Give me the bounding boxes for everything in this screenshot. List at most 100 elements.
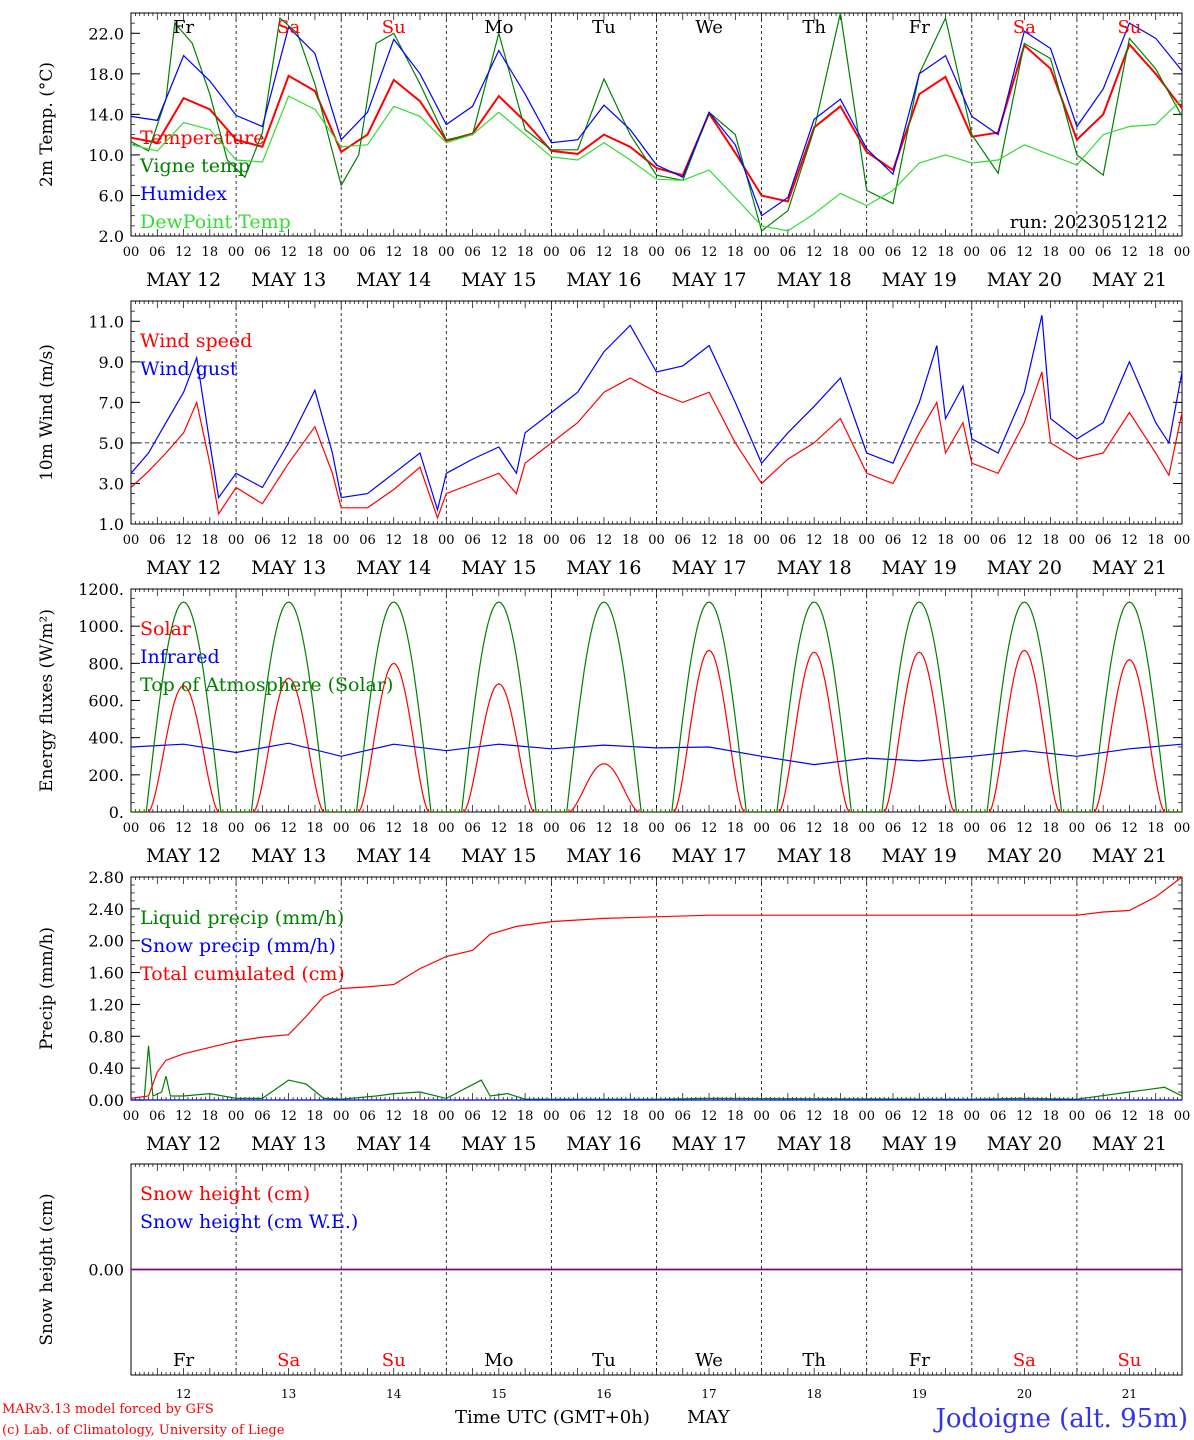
hour-label: 12 xyxy=(280,245,297,260)
hour-label: 18 xyxy=(937,245,954,260)
hour-label: 18 xyxy=(727,1109,744,1124)
hour-label: 18 xyxy=(517,245,534,260)
hour-label: 18 xyxy=(517,1109,534,1124)
hour-label: 06 xyxy=(569,245,586,260)
panel-precip: 0.00 0.40 0.80 1.20 1.60 2.00 2.40 2.80 Precip (… xyxy=(37,868,1190,1155)
hour-label: 06 xyxy=(254,1109,271,1124)
weekday-label: Sa xyxy=(277,1350,300,1371)
time-axis-label: Time UTC (GMT+0h) xyxy=(455,1407,650,1428)
legend-entry: Top of Atmosphere (Solar) xyxy=(140,674,393,696)
hour-label: 06 xyxy=(464,245,481,260)
hour-label: 18 xyxy=(517,821,534,836)
hour-label: 18 xyxy=(1042,1109,1059,1124)
y-tick-label: 3.0 xyxy=(99,474,124,493)
date-label: MAY 13 xyxy=(251,269,326,291)
y-tick-label: 9.0 xyxy=(99,353,124,372)
hour-label: 06 xyxy=(885,245,902,260)
y-axis-label: Precip (mm/h) xyxy=(37,927,57,1050)
hour-label: 06 xyxy=(990,821,1007,836)
y-tick-label: 2.0 xyxy=(99,227,124,246)
date-label: MAY 20 xyxy=(987,1133,1062,1155)
hour-label: 06 xyxy=(675,245,692,260)
panel-temp: 2.0 6.0 10.0 14.0 18.0 22.0 2m Temp. (°C) Tempe… xyxy=(37,12,1190,291)
date-label: MAY 13 xyxy=(251,557,326,579)
hour-label: 18 xyxy=(202,245,219,260)
hour-label: 06 xyxy=(359,1109,376,1124)
hour-label: 00 xyxy=(438,245,455,260)
hour-label: 12 xyxy=(175,1109,192,1124)
legend-entry: Vigne temp xyxy=(139,155,250,177)
hour-label: 18 xyxy=(1042,821,1059,836)
hour-label: 00 xyxy=(333,245,350,260)
date-label: MAY 17 xyxy=(671,269,746,291)
panel-energy: 0. 200. 400. 600. 800. 1000. 1200. Energy fluxe… xyxy=(37,580,1190,867)
hour-label: 00 xyxy=(543,1109,560,1124)
hour-label: 06 xyxy=(149,245,166,260)
hour-label: 00 xyxy=(438,533,455,548)
legend-entry: Snow precip (mm/h) xyxy=(140,935,336,957)
hour-label: 18 xyxy=(412,533,429,548)
legend-entry: Liquid precip (mm/h) xyxy=(140,907,344,929)
hour-label: 18 xyxy=(622,533,639,548)
date-label: MAY 12 xyxy=(146,845,221,867)
hour-label: 00 xyxy=(228,245,245,260)
y-tick-label: 600. xyxy=(88,692,124,711)
legend-entry: Total cumulated (cm) xyxy=(140,963,345,985)
date-label: MAY 19 xyxy=(882,269,957,291)
date-label: MAY 13 xyxy=(251,845,326,867)
hour-label: 06 xyxy=(359,245,376,260)
y-tick-label: 2.80 xyxy=(88,868,124,887)
weekday-label: Tu xyxy=(592,1350,616,1371)
hour-label: 12 xyxy=(1121,533,1138,548)
hour-label: 12 xyxy=(175,821,192,836)
hour-label: 06 xyxy=(675,821,692,836)
hour-label: 00 xyxy=(648,533,665,548)
hour-label: 00 xyxy=(648,245,665,260)
series-line-humidex xyxy=(130,22,1183,217)
hour-label: 06 xyxy=(990,533,1007,548)
hour-label: 00 xyxy=(753,533,770,548)
legend-entry: Humidex xyxy=(140,183,227,205)
hour-label: 00 xyxy=(228,1109,245,1124)
hour-label: 18 xyxy=(937,821,954,836)
series-line-top-of-atmosphere-solar- xyxy=(131,601,1182,813)
hour-label: 00 xyxy=(543,245,560,260)
legend-entry: Wind speed xyxy=(140,330,252,352)
hour-label: 06 xyxy=(885,821,902,836)
hour-label: 12 xyxy=(175,245,192,260)
hour-label: 12 xyxy=(911,821,928,836)
hour-label: 06 xyxy=(1095,245,1112,260)
weekday-label: We xyxy=(695,17,723,38)
y-tick-label: 1.60 xyxy=(88,964,124,983)
hour-label: 12 xyxy=(385,821,402,836)
day-number: 16 xyxy=(596,1387,611,1401)
series-line-dewpoint-temp xyxy=(130,95,1183,232)
legend-entry: Snow height (cm W.E.) xyxy=(140,1211,358,1233)
hour-label: 06 xyxy=(990,1109,1007,1124)
hour-label: 18 xyxy=(307,821,324,836)
hour-label: 06 xyxy=(569,1109,586,1124)
hour-label: 06 xyxy=(780,533,797,548)
y-tick-label: 2.00 xyxy=(88,932,124,951)
hour-label: 12 xyxy=(1016,245,1033,260)
day-number: 17 xyxy=(701,1387,716,1401)
hour-label: 12 xyxy=(806,821,823,836)
weekday-label: Sa xyxy=(1013,1350,1036,1371)
hour-label: 06 xyxy=(569,533,586,548)
weekday-label: Su xyxy=(382,17,406,38)
day-number: 15 xyxy=(491,1387,506,1401)
hour-label: 06 xyxy=(359,533,376,548)
model-credit: MARv3.13 model forced by GFS xyxy=(2,1402,214,1417)
hour-label: 00 xyxy=(1174,1109,1191,1124)
hour-label: 00 xyxy=(964,245,981,260)
date-label: MAY 21 xyxy=(1092,1133,1167,1155)
hour-label: 12 xyxy=(280,533,297,548)
weekday-label: Mo xyxy=(484,1350,513,1371)
hour-label: 00 xyxy=(333,533,350,548)
panel-wind: 1.0 3.0 5.0 7.0 9.0 11.0 10m Wind (m/s) Wind sp… xyxy=(37,300,1190,579)
date-label: MAY 16 xyxy=(566,845,641,867)
hour-label: 00 xyxy=(543,821,560,836)
date-label: MAY 17 xyxy=(671,557,746,579)
weekday-label: Fr xyxy=(173,17,194,38)
